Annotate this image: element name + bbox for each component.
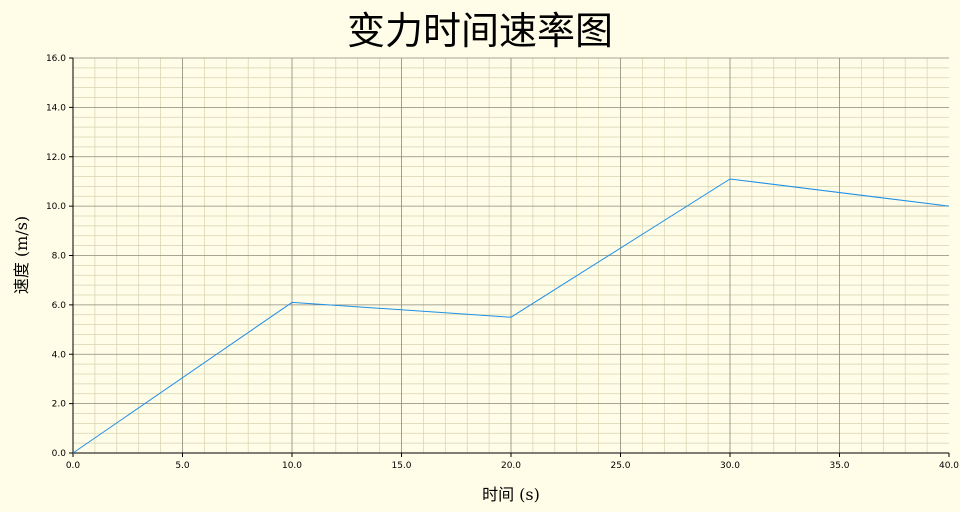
x-tick-labels: 0.0 5.0 10.0 15.0 20.0 25.0 30.0 35.0 40.0 xyxy=(66,461,959,471)
y-tick-label: 10.0 xyxy=(46,202,66,212)
major-grid xyxy=(73,57,949,453)
x-tick-label: 10.0 xyxy=(282,461,302,471)
y-tick-label: 8.0 xyxy=(52,252,67,262)
y-tick-label: 0.0 xyxy=(52,449,67,459)
y-tick-label: 4.0 xyxy=(52,350,67,360)
y-tick-label: 14.0 xyxy=(46,103,66,113)
x-tick-label: 20.0 xyxy=(501,461,521,471)
y-axis-title: 速度 (m/s) xyxy=(12,215,31,295)
y-tick-label: 12.0 xyxy=(46,153,66,163)
axes xyxy=(69,57,950,457)
y-tick-label: 2.0 xyxy=(52,400,67,410)
x-tick-label: 25.0 xyxy=(610,461,630,471)
x-tick-label: 40.0 xyxy=(939,461,959,471)
x-tick-label: 30.0 xyxy=(720,461,740,471)
y-tick-label: 6.0 xyxy=(52,301,67,311)
series-line xyxy=(72,178,950,454)
x-tick-label: 15.0 xyxy=(391,461,411,471)
x-tick-label: 0.0 xyxy=(66,461,81,471)
chart-title: 变力时间速率图 xyxy=(346,9,613,53)
y-tick-labels: 0.0 2.0 4.0 6.0 8.0 10.0 12.0 14.0 16.0 xyxy=(46,54,66,459)
x-tick-label: 35.0 xyxy=(829,461,849,471)
x-axis-title: 时间 (s) xyxy=(482,485,540,504)
y-tick-label: 16.0 xyxy=(46,54,66,64)
series-group xyxy=(72,178,950,454)
x-tick-label: 5.0 xyxy=(175,461,190,471)
